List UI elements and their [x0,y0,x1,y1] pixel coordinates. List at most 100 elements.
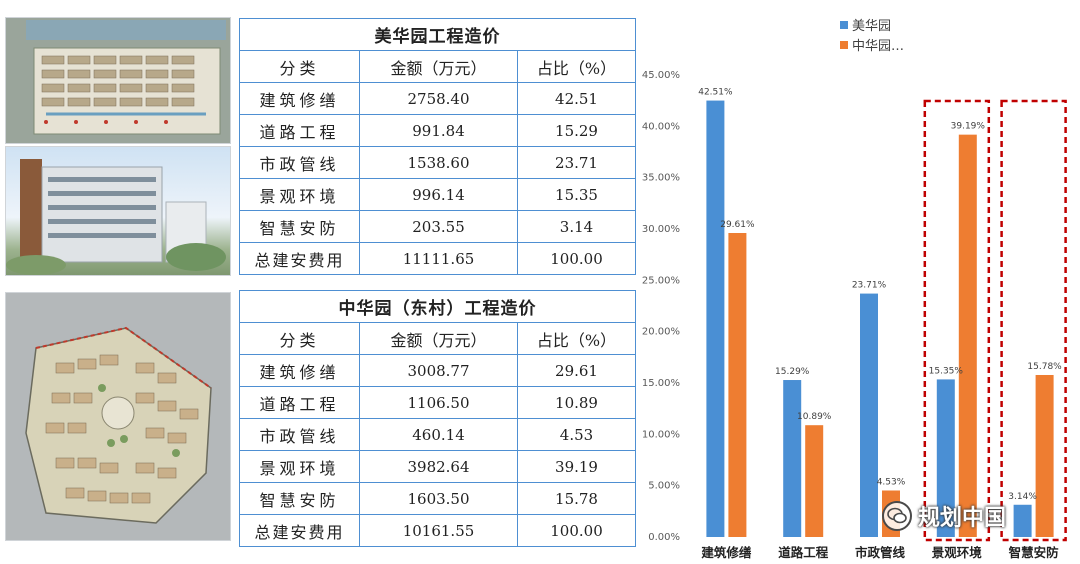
y-tick-label: 15.00% [642,378,680,389]
bars [706,100,1054,538]
bar [728,233,747,537]
data-label: 42.51% [698,88,733,98]
meihua-cost-table: 美华园工程造价 分类 金额（万元） 占比（%） 建筑修缮 2758.40 42.… [238,18,637,275]
y-tick-label: 20.00% [642,327,680,338]
data-label: 39.19% [951,122,986,132]
bar [958,134,977,537]
data-label: 4.53% [877,477,906,487]
y-tick-label: 30.00% [642,224,680,235]
data-label: 23.71% [852,281,887,291]
row-category: 道路工程 [239,114,360,147]
legend-swatch [840,41,848,49]
row-category: 智慧安防 [239,482,360,515]
row-share: 29.61 [516,354,637,387]
y-tick-label: 0.00% [648,532,680,543]
y-tick-label: 45.00% [642,70,680,81]
x-axis-categories: 建筑修缮 道路工程 市政管线 景观环境 智慧安防 [701,545,1059,560]
table-row: 智慧安防 203.55 3.14 [239,210,637,243]
legend-swatch [840,21,848,29]
x-category-label: 景观环境 [932,545,983,560]
table-row: 道路工程 991.84 15.29 [239,114,637,147]
highlight-boxes [923,99,1067,542]
row-share: 15.78 [516,482,637,515]
row-amount: 991.84 [359,114,518,147]
row-amount: 11111.65 [359,242,518,275]
table-row: 景观环境 996.14 15.35 [239,178,637,211]
header-category: 分类 [239,50,360,83]
table-row: 市政管线 460.14 4.53 [239,418,637,451]
row-amount: 1106.50 [359,386,518,419]
x-category-label: 建筑修缮 [701,545,752,560]
row-category: 道路工程 [239,386,360,419]
y-tick-label: 10.00% [642,429,680,440]
table-total-row: 总建安费用 11111.65 100.00 [239,242,637,275]
row-amount: 3008.77 [359,354,518,387]
y-tick-label: 35.00% [642,173,680,184]
table-row: 智慧安防 1603.50 15.78 [239,482,637,515]
header-share: 占比（%） [516,50,637,83]
data-label: 15.78% [1027,362,1062,372]
x-category-label: 市政管线 [855,545,906,560]
row-category: 景观环境 [239,178,360,211]
row-category: 市政管线 [239,418,360,451]
y-tick-label: 40.00% [642,121,680,132]
zhonghua-site-plan-image [5,292,231,541]
header-share: 占比（%） [516,322,637,355]
row-category: 总建安费用 [239,242,360,275]
x-category-label: 智慧安防 [1008,545,1060,560]
legend-label: 中华园… [852,39,904,54]
data-label: 29.61% [720,220,755,230]
data-labels: 42.51% 29.61% 15.29% 10.89% 23.71% 4.53% 15.35… [698,88,1062,502]
row-amount: 10161.55 [359,514,518,547]
highlight-box [1000,99,1067,542]
row-share: 100.00 [516,242,637,275]
legend: 美华园中华园… [840,19,904,54]
wechat-icon [882,501,912,531]
header-amount: 金额（万元） [359,322,518,355]
y-tick-label: 25.00% [642,275,680,286]
x-category-label: 道路工程 [778,545,829,560]
row-amount: 2758.40 [359,82,518,115]
row-share: 15.29 [516,114,637,147]
meihua-building-rendering-image [5,146,231,276]
row-amount: 1538.60 [359,146,518,179]
row-category: 市政管线 [239,146,360,179]
header-category: 分类 [239,322,360,355]
zhonghua-cost-table: 中华园（东村）工程造价 分类 金额（万元） 占比（%） 建筑修缮 3008.77… [238,290,637,547]
data-label: 15.29% [775,367,810,377]
meihua-site-plan-image [5,17,231,144]
bar [1035,374,1054,537]
bar [1013,504,1032,537]
table-row: 建筑修缮 3008.77 29.61 [239,354,637,387]
row-amount: 996.14 [359,178,518,211]
highlight-box [923,99,991,542]
row-category: 建筑修缮 [239,82,360,115]
row-amount: 3982.64 [359,450,518,483]
table-total-row: 总建安费用 10161.55 100.00 [239,514,637,547]
table-row: 市政管线 1538.60 23.71 [239,146,637,179]
data-label: 3.14% [1008,492,1037,502]
y-tick-label: 5.00% [648,481,680,492]
bar [860,293,878,537]
zhonghua-table-header-row: 分类 金额（万元） 占比（%） [239,322,637,355]
bar [783,380,802,537]
meihua-table-header-row: 分类 金额（万元） 占比（%） [239,50,637,83]
zhonghua-table-title: 中华园（东村）工程造价 [238,290,637,323]
table-row: 建筑修缮 2758.40 42.51 [239,82,637,115]
table-row: 景观环境 3982.64 39.19 [239,450,637,483]
cost-share-bar-chart: 0.00% 5.00% 10.00% 15.00% 20.00% 25.00% 30.00%… [642,19,1067,560]
row-category: 建筑修缮 [239,354,360,387]
legend-label: 美华园 [852,19,891,34]
data-label: 15.35% [929,366,964,376]
header-amount: 金额（万元） [359,50,518,83]
table-row: 道路工程 1106.50 10.89 [239,386,637,419]
meihua-table-title: 美华园工程造价 [238,18,637,51]
row-amount: 1603.50 [359,482,518,515]
bar [805,425,824,537]
row-amount: 460.14 [359,418,518,451]
row-share: 42.51 [516,82,637,115]
data-label: 10.89% [797,412,832,422]
row-share: 10.89 [516,386,637,419]
bar [706,100,725,538]
row-share: 23.71 [516,146,637,179]
